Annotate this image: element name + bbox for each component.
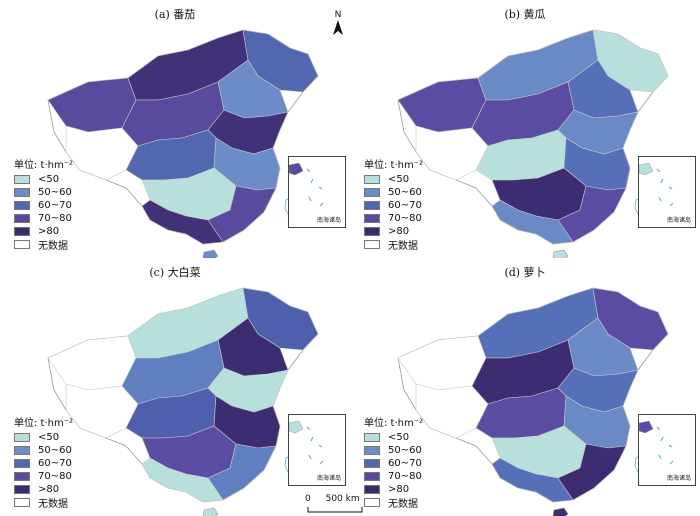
legend-item: >80 <box>14 225 73 238</box>
panel-title-a: (a) 番茄 <box>154 8 196 21</box>
legend-swatch <box>14 472 30 481</box>
south-china-sea-inset-b: 南海诸岛 <box>638 156 696 228</box>
legend-swatch <box>14 227 30 236</box>
inset-islands-icon <box>288 420 324 465</box>
province-region <box>207 443 277 501</box>
panel-title-c: (c) 大白菜 <box>149 266 201 279</box>
legend-item: 70~80 <box>364 212 423 225</box>
legend-item: 无数据 <box>14 238 73 252</box>
legend-item: <50 <box>14 173 73 186</box>
legend-swatch <box>14 201 30 210</box>
legend-item: 50~60 <box>364 186 423 199</box>
legend-swatch <box>14 498 30 507</box>
legend-swatch <box>364 446 380 455</box>
legend-title: 单位: t·hm⁻² <box>14 160 74 171</box>
inset-islands-icon <box>638 162 674 207</box>
hainan-island <box>202 249 219 258</box>
legend-swatch <box>14 240 30 249</box>
south-china-sea-inset-c: 南海诸岛 <box>288 414 346 486</box>
legend-b: 单位: t·hm⁻² <50 50~60 60~70 70~80 >80 无数据 <box>364 156 424 252</box>
inset-caption: 南海诸岛 <box>316 217 341 224</box>
province-region <box>491 199 574 245</box>
legend-item: 60~70 <box>14 199 73 212</box>
north-arrow-icon <box>333 20 343 35</box>
inset-caption: 南海诸岛 <box>666 217 691 224</box>
legend-item: <50 <box>364 431 423 444</box>
legend-swatch <box>14 446 30 455</box>
scale-zero: 0 <box>305 494 311 504</box>
legend-item: 70~80 <box>14 212 73 225</box>
province-region <box>207 185 277 243</box>
legend-item: >80 <box>364 483 423 496</box>
panel-title-b: (b) 黄瓜 <box>504 8 546 21</box>
province-region <box>141 199 224 245</box>
hainan-island <box>552 507 569 516</box>
province-region <box>491 457 574 503</box>
legend-swatch <box>364 214 380 223</box>
scale-length: 500 km <box>325 494 360 504</box>
legend-item: >80 <box>14 483 73 496</box>
legend-item: 无数据 <box>14 496 73 510</box>
inset-caption: 南海诸岛 <box>666 475 691 482</box>
china-map-b <box>397 29 669 258</box>
legend-swatch <box>14 188 30 197</box>
legend-c: 单位: t·hm⁻² <50 50~60 60~70 70~80 >80 无数据 <box>14 414 74 510</box>
inset-islands-icon <box>638 420 674 465</box>
legend-a: 单位: t·hm⁻² <50 50~60 60~70 70~80 >80 无数据 <box>14 156 74 252</box>
legend-swatch <box>14 175 30 184</box>
legend-swatch <box>364 485 380 494</box>
inset-islands-icon <box>288 162 324 207</box>
legend-item: 60~70 <box>364 457 423 470</box>
legend-item: 50~60 <box>364 444 423 457</box>
map-panel-c: (c) 大白菜 <box>0 258 350 516</box>
legend-item: 70~80 <box>364 470 423 483</box>
north-arrow: N <box>332 10 344 39</box>
china-map-c <box>47 287 319 516</box>
legend-d: 单位: t·hm⁻² <50 50~60 60~70 70~80 >80 无数据 <box>364 414 424 510</box>
inset-caption: 南海诸岛 <box>316 475 341 482</box>
legend-swatch <box>364 498 380 507</box>
legend-item: 无数据 <box>364 238 423 252</box>
hainan-island <box>202 507 219 516</box>
legend-item: 50~60 <box>14 444 73 457</box>
legend-swatch <box>364 240 380 249</box>
legend-swatch <box>364 227 380 236</box>
legend-title: 单位: t·hm⁻² <box>364 418 424 429</box>
legend-item: 70~80 <box>14 470 73 483</box>
south-china-sea-inset-d: 南海诸岛 <box>638 414 696 486</box>
scale-bar-icon <box>307 507 363 513</box>
legend-swatch <box>364 472 380 481</box>
legend-item: <50 <box>14 431 73 444</box>
legend-title: 单位: t·hm⁻² <box>364 160 424 171</box>
legend-swatch <box>364 201 380 210</box>
legend-swatch <box>14 485 30 494</box>
province-region <box>141 457 224 503</box>
legend-item: >80 <box>364 225 423 238</box>
legend-swatch <box>364 433 380 442</box>
legend-title: 单位: t·hm⁻² <box>14 418 74 429</box>
legend-swatch <box>14 214 30 223</box>
legend-item: 50~60 <box>14 186 73 199</box>
province-region <box>557 443 627 501</box>
legend-item: 60~70 <box>14 457 73 470</box>
legend-swatch <box>364 188 380 197</box>
legend-swatch <box>14 433 30 442</box>
map-panel-d: (d) 萝卜 <box>350 258 700 516</box>
legend-item: 无数据 <box>364 496 423 510</box>
legend-item: <50 <box>364 173 423 186</box>
china-map-a <box>47 29 319 258</box>
legend-swatch <box>14 459 30 468</box>
scale-bar: 0 500 km <box>305 494 363 513</box>
panel-title-d: (d) 萝卜 <box>504 266 546 279</box>
north-label: N <box>334 10 342 20</box>
south-china-sea-inset-a: 南海诸岛 <box>288 156 346 228</box>
map-panel-b: (b) 黄瓜 <box>350 0 700 258</box>
legend-swatch <box>364 175 380 184</box>
legend-item: 60~70 <box>364 199 423 212</box>
china-map-d <box>397 287 669 516</box>
map-panel-a: (a) 番茄 <box>0 0 350 258</box>
legend-swatch <box>364 459 380 468</box>
hainan-island <box>552 249 569 258</box>
province-region <box>557 185 627 243</box>
